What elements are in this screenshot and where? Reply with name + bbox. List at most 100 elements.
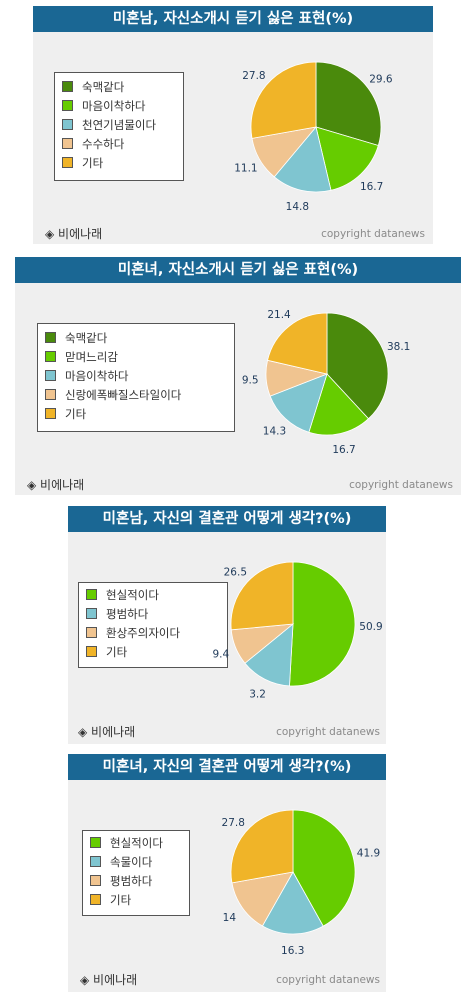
- legend-swatch: [45, 408, 56, 419]
- slice-value-label: 27.8: [242, 70, 265, 82]
- legend-label: 평범하다: [110, 874, 153, 888]
- pie-slice: [231, 871, 294, 927]
- legend-swatch: [45, 389, 56, 400]
- legend-swatch: [62, 119, 73, 130]
- slice-value-label: 50.9: [359, 621, 382, 633]
- legend-item: 현실적이다: [79, 586, 159, 604]
- slice-value-label: 26.5: [224, 567, 247, 579]
- legend-item: 수수하다: [55, 135, 124, 153]
- pie-slice: [315, 126, 379, 191]
- legend-swatch: [90, 856, 101, 867]
- legend-label: 현실적이다: [106, 588, 159, 602]
- legend-item: 마음이착하다: [55, 97, 145, 115]
- legend-item: 환상주의자이다: [79, 624, 180, 642]
- legend-label: 천연기념물이다: [82, 118, 157, 132]
- pie-slice: [315, 61, 382, 147]
- brand-label: ◈ 비에나래: [80, 973, 138, 987]
- chart-title: 미혼녀, 자신소개시 듣기 싫은 표현(%): [15, 257, 461, 283]
- pie-slice: [269, 373, 328, 433]
- legend-swatch: [62, 138, 73, 149]
- slice-value-label: 11.1: [234, 163, 257, 175]
- slice-value-label: 27.8: [222, 817, 245, 829]
- slice-value-label: 38.1: [387, 341, 410, 353]
- legend-item: 평범하다: [79, 605, 148, 623]
- pie-chart: 29.6 16.7 14.8 11.1 27.8: [234, 61, 393, 213]
- legend-label: 수수하다: [82, 137, 125, 151]
- chart-title: 미혼녀, 자신의 결혼관 어떻게 생각?(%): [68, 754, 386, 780]
- slice-value-label: 41.9: [357, 847, 380, 859]
- legend-label: 기타: [82, 156, 104, 170]
- slice-value-label: 3.2: [249, 688, 266, 700]
- legend-label: 숙맥같다: [82, 80, 125, 94]
- pie-slice: [230, 809, 294, 884]
- legend-swatch: [45, 370, 56, 381]
- legend-swatch: [86, 589, 97, 600]
- legend-swatch: [62, 100, 73, 111]
- legend-item: 기타: [55, 154, 103, 172]
- pie-slice: [230, 561, 294, 631]
- legend-item: 마음이착하다: [38, 367, 128, 385]
- slice-value-label: 14.3: [263, 425, 286, 437]
- slice-value-label: 16.3: [281, 945, 304, 957]
- legend-swatch: [90, 894, 101, 905]
- legend-item: 숙맥같다: [38, 329, 107, 347]
- slice-value-label: 9.5: [242, 375, 259, 387]
- brand-label: ◈ 비에나래: [45, 227, 103, 241]
- brand-label: ◈ 비에나래: [27, 478, 85, 492]
- pie-slice: [289, 561, 356, 687]
- legend-swatch: [86, 627, 97, 638]
- legend-item: 평범하다: [83, 872, 152, 890]
- legend-label: 속물이다: [110, 855, 153, 869]
- legend-item: 신랑에폭빠질스타일이다: [38, 386, 181, 404]
- brand-label: ◈ 비에나래: [78, 725, 136, 739]
- legend-item: 기타: [38, 405, 86, 423]
- slice-value-label: 14.8: [286, 201, 309, 213]
- pie-slice: [261, 871, 324, 935]
- chart-legend: 현실적이다 속물이다 평범하다 기타: [82, 830, 190, 916]
- slice-value-label: 16.7: [332, 444, 355, 456]
- pie-slice: [250, 61, 317, 139]
- copyright-label: copyright datanews: [349, 479, 453, 491]
- legend-swatch: [90, 837, 101, 848]
- legend-item: 기타: [79, 643, 127, 661]
- chart-legend: 현실적이다 평범하다 환상주의자이다 기타: [78, 582, 228, 668]
- legend-item: 맏며느리감: [38, 348, 118, 366]
- legend-item: 현실적이다: [83, 834, 163, 852]
- chart-title: 미혼남, 자신의 결혼관 어떻게 생각?(%): [68, 506, 386, 532]
- legend-label: 현실적이다: [110, 836, 163, 850]
- pie-chart: 50.9 3.2 9.4 26.5: [212, 561, 383, 700]
- pie-slice: [267, 312, 328, 375]
- legend-label: 환상주의자이다: [106, 626, 181, 640]
- legend-item: 천연기념물이다: [55, 116, 156, 134]
- legend-item: 숙맥같다: [55, 78, 124, 96]
- copyright-label: copyright datanews: [321, 228, 425, 240]
- legend-swatch: [86, 646, 97, 657]
- legend-label: 기타: [110, 893, 132, 907]
- chart-legend: 숙맥같다 마음이착하다 천연기념물이다 수수하다 기타: [54, 72, 184, 181]
- pie-slice: [273, 126, 332, 193]
- legend-label: 맏며느리감: [65, 350, 118, 364]
- legend-swatch: [45, 332, 56, 343]
- legend-label: 신랑에폭빠질스타일이다: [65, 388, 182, 402]
- pie-chart: 38.1 16.7 14.3 9.5 21.4: [242, 309, 411, 456]
- legend-label: 마음이착하다: [65, 369, 129, 383]
- legend-item: 속물이다: [83, 853, 152, 871]
- slice-value-label: 16.7: [360, 181, 383, 193]
- chart-panel-2: 미혼녀, 자신소개시 듣기 싫은 표현(%) 숙맥같다 맏며느리감 마음이착하다…: [15, 257, 461, 495]
- chart-panel-1: 미혼남, 자신소개시 듣기 싫은 표현(%) 숙맥같다 마음이착하다 천연기념물…: [33, 6, 433, 244]
- legend-label: 평범하다: [106, 607, 149, 621]
- pie-slice: [292, 809, 356, 927]
- slice-value-label: 14: [223, 912, 237, 924]
- chart-panel-3: 미혼남, 자신의 결혼관 어떻게 생각?(%) 현실적이다 평범하다 환상주의자…: [68, 506, 386, 744]
- copyright-label: copyright datanews: [276, 974, 380, 986]
- chart-title: 미혼남, 자신소개시 듣기 싫은 표현(%): [33, 6, 433, 32]
- legend-swatch: [45, 351, 56, 362]
- pie-slice: [308, 373, 370, 436]
- slice-value-label: 9.4: [212, 649, 229, 661]
- chart-panel-4: 미혼녀, 자신의 결혼관 어떻게 생각?(%) 현실적이다 속물이다 평범하다 …: [68, 754, 386, 992]
- slice-value-label: 21.4: [267, 309, 291, 321]
- legend-swatch: [62, 157, 73, 168]
- legend-swatch: [86, 608, 97, 619]
- legend-label: 기타: [106, 645, 128, 659]
- legend-label: 마음이착하다: [82, 99, 146, 113]
